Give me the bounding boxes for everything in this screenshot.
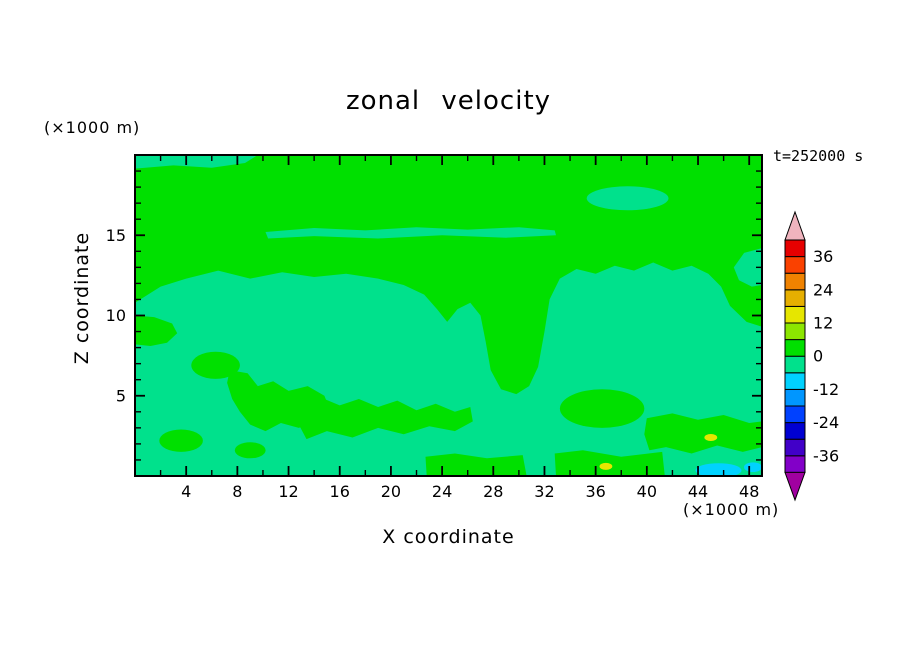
- x-tick-label: 44: [688, 482, 708, 501]
- contour-region-right-edge-notch: [733, 248, 762, 287]
- x-tick-label: 16: [330, 482, 350, 501]
- colorbar-segment: [784, 355, 806, 374]
- x-tick-label: 4: [181, 482, 191, 501]
- y-tick-label: 5: [116, 386, 126, 405]
- colorbar-label: -12: [813, 380, 839, 399]
- colorbar-segment: [784, 256, 806, 274]
- colorbar-arrow-bottom: [784, 471, 806, 502]
- x-tick-label: 36: [585, 482, 605, 501]
- contour-region-bottom-right-band: [644, 413, 762, 454]
- contour-region-yellow-speck-2: [704, 434, 718, 441]
- colorbar-segment: [784, 388, 806, 407]
- x-tick-label: 40: [637, 482, 657, 501]
- colorbar-segment: [784, 239, 806, 258]
- timestamp-label: t=252000 s: [773, 147, 864, 165]
- colorbar-segment: [784, 438, 806, 457]
- y-axis-units-label: (×1000 m): [44, 118, 141, 137]
- y-tick-label: 10: [106, 306, 126, 325]
- colorbar-segment: [784, 455, 806, 473]
- colorbar-segment: [784, 339, 806, 357]
- colorbar-segment: [784, 322, 806, 341]
- contour-region-left-blob: [191, 351, 240, 379]
- x-tick-label: 20: [381, 482, 401, 501]
- colorbar-label: 24: [813, 280, 833, 299]
- colorbar-segment: [784, 305, 806, 324]
- colorbar-segment: [784, 405, 806, 424]
- colorbar-label: -24: [813, 413, 839, 432]
- contour-region-cyan-speck-2: [744, 462, 762, 473]
- contour-region-upper-green-mass: [135, 155, 762, 395]
- x-tick-label: 12: [278, 482, 298, 501]
- contour-region-bottom-strip-center: [425, 453, 527, 476]
- x-tick-label: 28: [483, 482, 503, 501]
- x-tick-label: 48: [739, 482, 759, 501]
- contour-region-top-center-notch: [586, 186, 669, 211]
- colorbar-label: 36: [813, 247, 833, 266]
- contour-region-top-left-notch: [135, 155, 258, 169]
- contour-region-bottom-strip-right: [554, 450, 665, 476]
- contour-region-cyan-speck-1: [695, 463, 742, 476]
- contour-region-left-streak: [265, 227, 556, 239]
- colorbar-segment: [784, 272, 806, 291]
- plot-frame: [134, 154, 763, 477]
- x-tick-label: 24: [432, 482, 452, 501]
- colorbar-segment: [784, 289, 806, 307]
- contour-region-bottom-left-blob: [159, 429, 203, 452]
- contour-region-bottom-left-blob-2: [234, 442, 266, 459]
- colorbar-segment: [784, 372, 806, 390]
- x-tick-label: 8: [232, 482, 242, 501]
- y-tick-label: 15: [106, 226, 126, 245]
- x-tick-label: 32: [534, 482, 554, 501]
- colorbar-segment: [784, 422, 806, 440]
- chart-title: zonal velocity: [345, 86, 552, 116]
- contour-regions: [135, 155, 762, 476]
- colorbar-label: 0: [813, 347, 823, 366]
- contour-region-left-edge-blob: [135, 315, 178, 346]
- colorbar-label: -36: [813, 446, 839, 465]
- contour-region-lower-right-blob: [559, 389, 645, 428]
- x-axis-title: X coordinate: [382, 526, 515, 548]
- colorbar-label: 12: [813, 314, 833, 333]
- colorbar-arrow-top: [784, 210, 806, 241]
- contour-region-yellow-speck-1: [599, 462, 613, 470]
- contour-region-lower-middle-band: [298, 397, 473, 440]
- y-axis-title: Z coordinate: [71, 231, 93, 365]
- x-axis-units-label: (×1000 m): [683, 500, 780, 519]
